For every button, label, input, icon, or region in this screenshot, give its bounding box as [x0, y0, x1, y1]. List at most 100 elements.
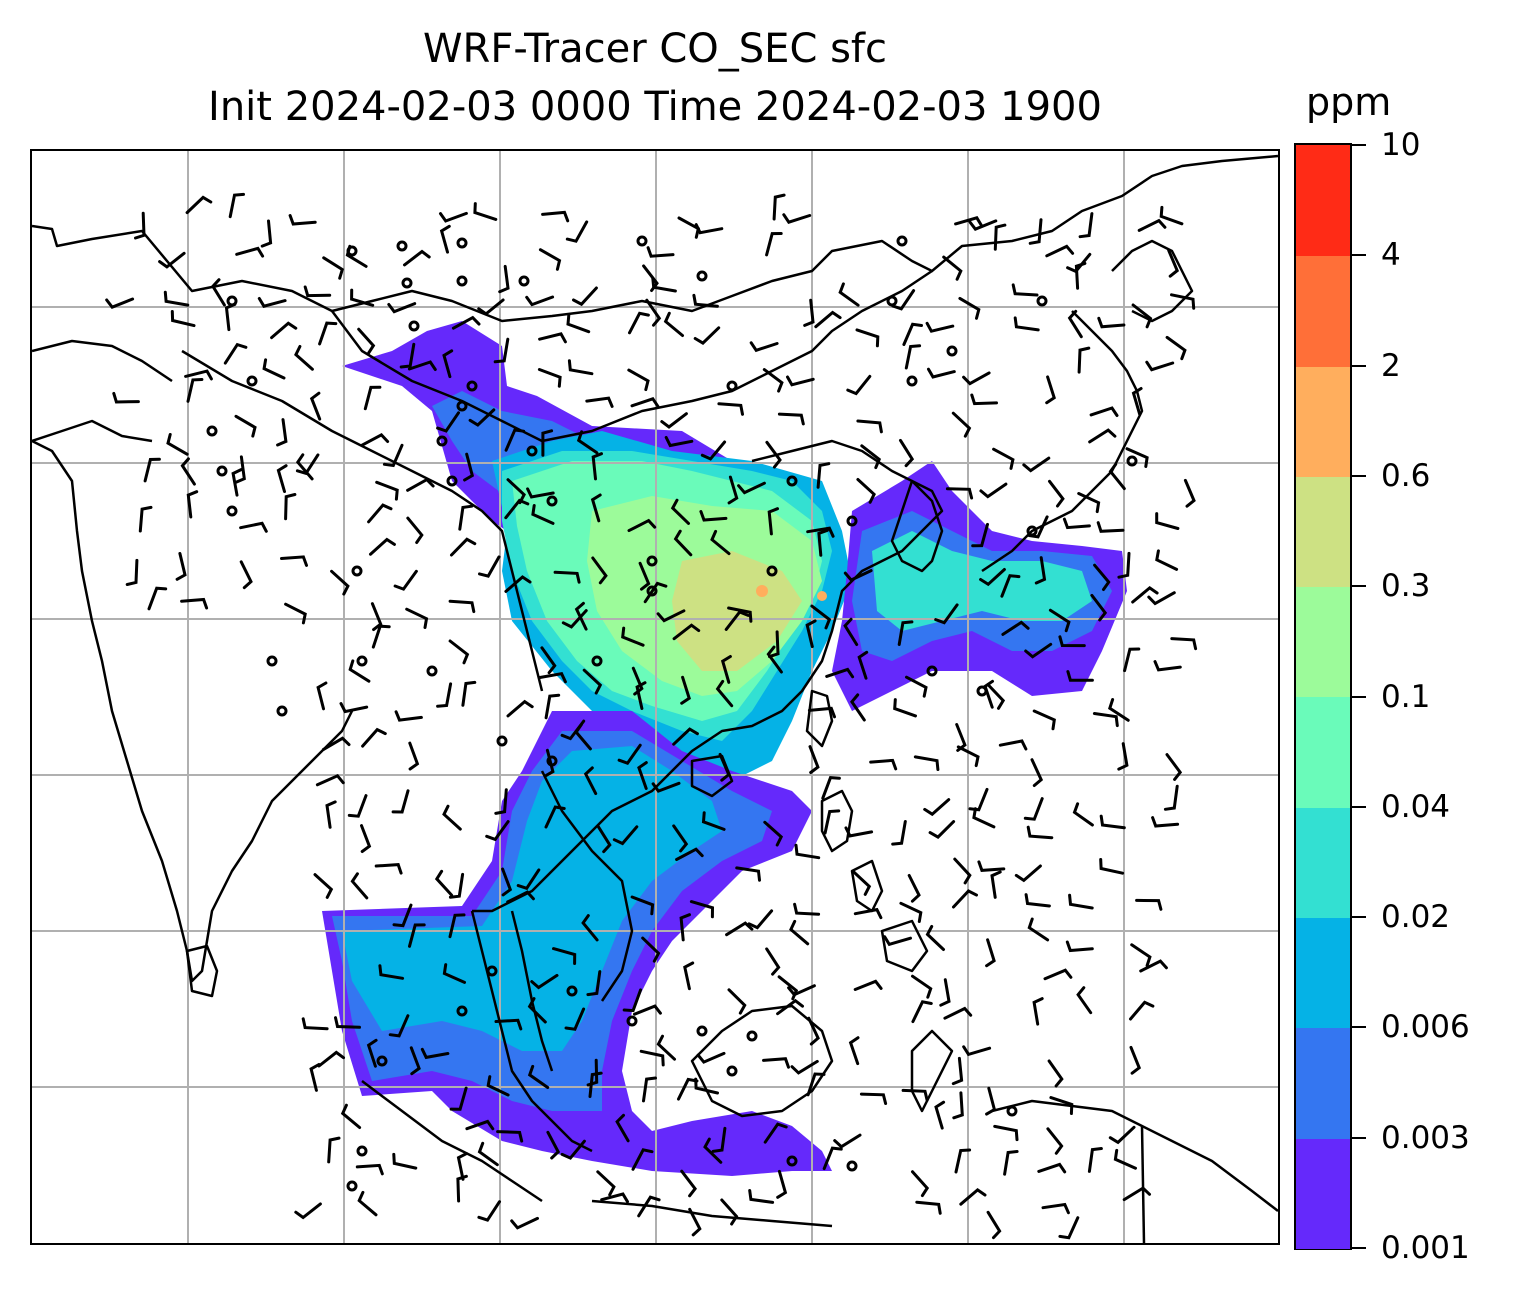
wind-barb	[692, 293, 719, 308]
map-gridlines	[32, 151, 1278, 1243]
wind-barb	[848, 1036, 860, 1066]
wind-barb	[355, 1163, 384, 1176]
wind-barb	[672, 623, 701, 641]
wind-barb	[844, 826, 874, 838]
wind-barb	[186, 378, 204, 403]
wind-barb	[1011, 283, 1039, 297]
wind-barb	[735, 866, 761, 882]
wind-barb	[468, 408, 496, 427]
map-panel[interactable]	[30, 149, 1280, 1245]
wind-barb	[1066, 252, 1092, 274]
wind-barb	[147, 586, 168, 611]
colorbar-segment	[1296, 1027, 1350, 1139]
calm-wind-circle	[546, 755, 558, 767]
wind-barb	[637, 761, 648, 790]
wind-barb	[1163, 784, 1179, 811]
wind-barb	[945, 487, 974, 500]
wind-barb	[588, 1071, 603, 1098]
wind-barb	[1159, 205, 1184, 226]
wind-barb	[943, 1006, 973, 1020]
wind-barb	[869, 758, 898, 771]
calm-wind-circle	[456, 1005, 468, 1017]
wind-barb	[952, 1091, 964, 1120]
wind-barb	[1014, 864, 1042, 883]
calm-wind-circle	[626, 1015, 638, 1027]
wind-barb	[582, 668, 603, 695]
calm-wind-circle	[408, 320, 420, 332]
wind-barb	[911, 1170, 930, 1198]
wind-barb	[1090, 593, 1108, 622]
wind-barb	[465, 1119, 495, 1131]
coastlines-and-borders	[32, 154, 1278, 1243]
wind-barb	[434, 869, 454, 897]
wind-barb	[891, 289, 916, 311]
colorbar-segment	[1296, 475, 1350, 588]
wind-barb	[701, 811, 726, 831]
wind-barb	[357, 327, 376, 355]
wind-barb	[530, 973, 559, 990]
colorbar-tick-label: 4	[1381, 237, 1401, 274]
wind-barb	[972, 807, 996, 829]
wind-barb	[765, 947, 781, 976]
wind-barb	[231, 468, 243, 497]
wind-barb	[596, 1170, 616, 1197]
calm-wind-circle	[356, 1145, 368, 1157]
wind-barb	[526, 487, 555, 499]
wind-barb	[163, 290, 190, 307]
wind-barb	[951, 411, 972, 438]
wind-barb	[1087, 1147, 1103, 1173]
wind-barb	[442, 963, 466, 984]
wind-barb	[651, 276, 677, 293]
wind-barb	[615, 1113, 630, 1143]
colorbar-tick-label: 0.1	[1381, 678, 1431, 715]
wind-barb	[408, 741, 420, 771]
wind-barb	[951, 1056, 964, 1086]
wind-barb	[1026, 825, 1054, 840]
wind-barb	[1066, 670, 1094, 682]
wind-barb	[1077, 346, 1091, 374]
wind-barb	[504, 575, 532, 593]
calm-wind-circle	[546, 495, 558, 507]
calm-wind-circle	[446, 475, 458, 487]
wind-barb	[295, 453, 314, 481]
wind-barb	[727, 606, 753, 623]
calm-wind-circle	[518, 275, 530, 287]
wind-barb	[477, 1141, 499, 1167]
wind-barb	[347, 794, 368, 818]
wind-barb	[552, 947, 577, 965]
wind-barb	[962, 371, 991, 386]
colorbar-tick-label: 0.02	[1381, 899, 1451, 936]
wind-barb	[1167, 248, 1180, 278]
wind-barb	[703, 1137, 723, 1164]
wind-barb	[439, 224, 451, 254]
wind-barb	[186, 490, 199, 519]
wind-barb	[409, 1046, 421, 1076]
calm-wind-circle	[846, 1160, 858, 1172]
wind-barb	[689, 900, 715, 919]
wind-barb	[1024, 893, 1051, 908]
wind-barb	[979, 482, 1008, 499]
wind-barb	[711, 1126, 727, 1153]
wind-barb	[817, 528, 829, 557]
wind-barb	[382, 443, 404, 468]
wind-barb	[369, 537, 396, 556]
wind-barb	[673, 529, 693, 557]
calm-wind-circle	[846, 515, 858, 527]
wind-barb	[1137, 218, 1167, 232]
wind-barb	[544, 693, 561, 720]
colorbar-tick	[1352, 1136, 1366, 1139]
calm-wind-circle	[226, 295, 238, 307]
calm-wind-circle	[976, 685, 988, 697]
wind-barb	[893, 698, 917, 718]
calm-wind-circle	[646, 555, 658, 567]
wind-barb	[322, 736, 351, 751]
wind-barb	[635, 681, 647, 710]
wind-barb	[560, 1139, 586, 1160]
wind-barb	[1170, 637, 1198, 651]
wind-barb	[694, 1077, 719, 1095]
wind-barb	[810, 604, 832, 630]
wind-barb	[493, 337, 510, 364]
wind-barb	[923, 798, 951, 817]
wind-barb	[494, 1018, 523, 1031]
wind-barb	[566, 313, 591, 334]
